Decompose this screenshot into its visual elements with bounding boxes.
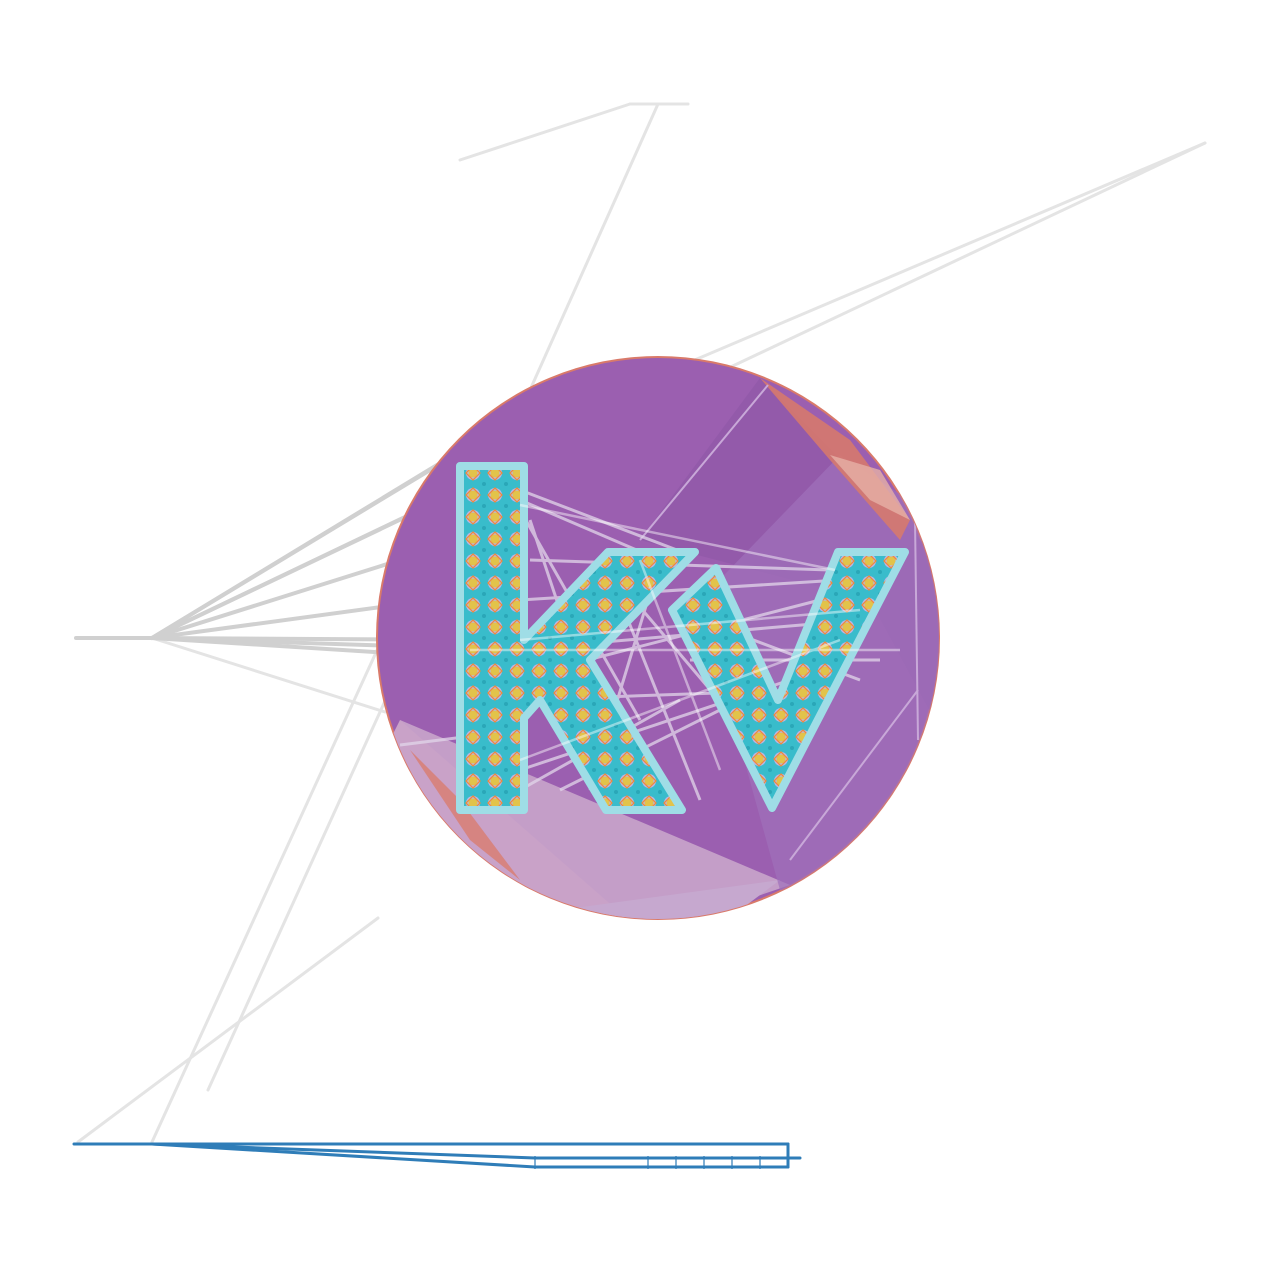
letter-k (456, 462, 699, 814)
letter-v (668, 548, 909, 812)
background-web-lines (76, 102, 1207, 1144)
left-fan-lines (74, 443, 522, 660)
bottom-blue-ticks (534, 1156, 761, 1169)
overlay-lines (470, 503, 900, 771)
bottom-blue-lines (72, 1142, 802, 1169)
